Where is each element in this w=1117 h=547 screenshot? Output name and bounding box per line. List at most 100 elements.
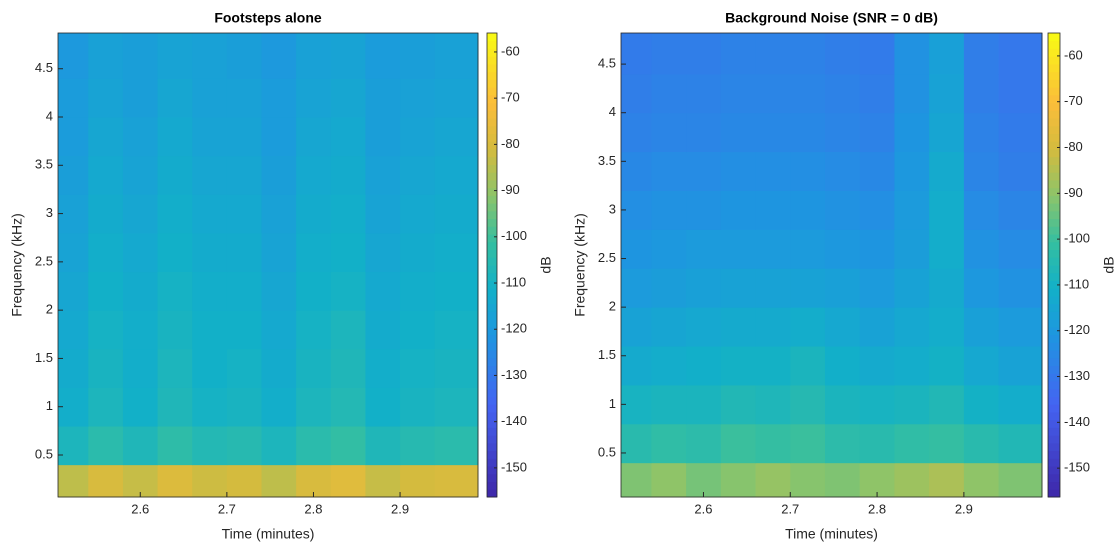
colorbar-segment <box>1048 210 1060 220</box>
colorbar-segment <box>487 411 497 421</box>
colorbar-segment <box>487 226 497 235</box>
heatmap-cell <box>859 346 895 386</box>
heatmap-cell <box>651 307 687 347</box>
heatmap-cell <box>998 151 1043 191</box>
heatmap-cell <box>58 33 89 79</box>
colorbar-tick-label: -70 <box>1064 93 1083 108</box>
heatmap-cell <box>686 384 722 425</box>
heatmap-cell <box>88 426 124 466</box>
y-tick-label: 3.5 <box>35 157 53 172</box>
colorbar-segment <box>1048 102 1060 111</box>
colorbar-segment <box>1048 442 1060 452</box>
heatmap-cell <box>859 423 895 464</box>
heatmap-cell <box>929 268 965 308</box>
x-tick-label: 2.9 <box>955 501 973 516</box>
colorbar-segment <box>487 365 497 374</box>
colorbar-segment <box>487 71 497 80</box>
colorbar-segment <box>1048 133 1060 142</box>
colorbar-tick-label: -80 <box>1064 139 1083 154</box>
heatmap-cell <box>686 462 722 498</box>
colorbar-segment <box>1048 404 1060 413</box>
heatmap-cell <box>963 151 1000 191</box>
colorbar-segment <box>1048 334 1060 343</box>
heatmap-cell <box>929 151 965 191</box>
heatmap-cell <box>330 464 366 498</box>
heatmap-cell <box>894 229 930 269</box>
colorbar-segment <box>1048 63 1060 73</box>
colorbar-segment <box>487 396 497 405</box>
colorbar-segment <box>487 427 497 436</box>
colorbar-segment <box>1048 149 1060 158</box>
colorbar-segment <box>487 357 497 367</box>
heatmap-cell <box>365 78 401 118</box>
heatmap-cell <box>296 194 332 234</box>
heatmap-cell <box>434 117 479 157</box>
heatmap-cell <box>261 117 297 157</box>
heatmap-cell <box>686 346 722 386</box>
heatmap-cell <box>621 307 652 347</box>
colorbar-tick-label: -110 <box>501 274 526 289</box>
colorbar-segment <box>1048 419 1060 428</box>
heatmap-cell <box>157 155 193 195</box>
heatmap-cell <box>621 190 652 230</box>
heatmap-cell <box>261 194 297 234</box>
colorbar-segment <box>487 125 497 135</box>
heatmap-cell <box>434 33 479 79</box>
heatmap-cell <box>434 387 479 427</box>
colorbar-segment <box>487 311 497 320</box>
heatmap-cell <box>790 73 826 114</box>
colorbar-segment <box>487 48 497 57</box>
heatmap-cell <box>929 190 965 230</box>
colorbar-segment <box>1048 280 1060 289</box>
colorbar-segment <box>1048 450 1060 459</box>
colorbar-segment <box>487 295 497 305</box>
colorbar-segment <box>487 435 497 444</box>
colorbar-segment <box>487 481 497 490</box>
colorbar-tick-label: -140 <box>501 413 527 428</box>
colorbar-segment <box>1048 187 1060 196</box>
heatmap-cell <box>88 33 124 79</box>
heatmap-cell <box>929 307 965 347</box>
colorbar-segment <box>1048 411 1060 421</box>
colorbar-segment <box>487 442 497 452</box>
heatmap-cell <box>998 33 1043 75</box>
y-tick-label: 2.5 <box>598 250 616 265</box>
colorbar-segment <box>1048 226 1060 235</box>
heatmap-cell <box>998 73 1043 114</box>
heatmap-cell <box>894 346 930 386</box>
heatmap-cell <box>894 151 930 191</box>
heatmap-cell <box>330 117 366 157</box>
heatmap-cell <box>929 384 965 425</box>
y-tick-label: 4.5 <box>35 60 53 75</box>
colorbar-segment <box>1048 481 1060 490</box>
heatmap-cell <box>88 387 124 427</box>
heatmap-cell <box>400 33 436 79</box>
heatmap-cell <box>720 229 757 269</box>
colorbar-label: dB <box>538 256 554 273</box>
colorbar-segment <box>487 288 497 297</box>
colorbar-segment <box>487 210 497 220</box>
heatmap-cell <box>365 33 401 79</box>
colorbar-segment <box>487 257 497 266</box>
heatmap-cell <box>894 307 930 347</box>
colorbar-segment <box>1048 218 1060 227</box>
colorbar-segment <box>487 272 497 281</box>
axes-box <box>57 32 479 498</box>
heatmap-cell <box>894 462 930 498</box>
heatmap-cell <box>296 426 332 466</box>
heatmap-cell <box>929 229 965 269</box>
colorbar-tick-label: -150 <box>501 459 527 474</box>
heatmap-cell <box>720 33 757 75</box>
heatmap-cell <box>894 73 930 114</box>
colorbar-segment <box>487 458 497 467</box>
heatmap-cell <box>963 384 1000 425</box>
colorbar-segment <box>1048 319 1060 328</box>
colorbar-tick-label: -80 <box>501 136 520 151</box>
heatmap-cell <box>88 194 124 234</box>
colorbar-label: dB <box>1101 256 1117 273</box>
heatmap-cell <box>755 229 791 269</box>
heatmap-cell <box>686 112 722 153</box>
chart-title: Footsteps alone <box>214 10 322 26</box>
heatmap-cell <box>651 268 687 308</box>
heatmap-cell <box>998 307 1043 347</box>
